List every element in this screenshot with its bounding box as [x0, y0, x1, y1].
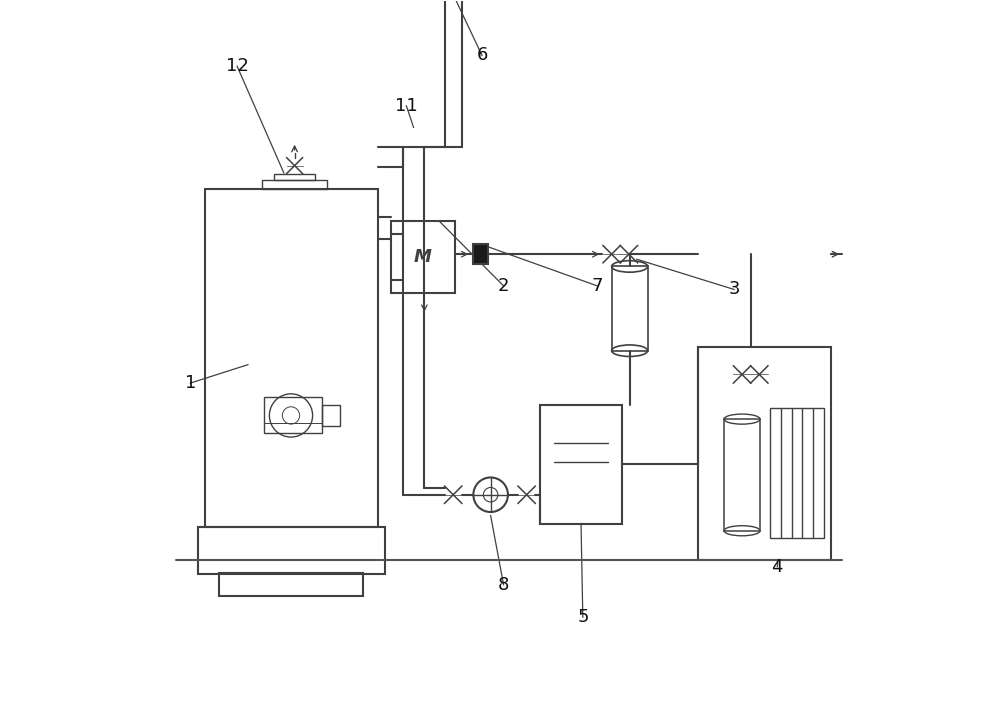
Bar [322, 405, 340, 427]
Bar [198, 527, 385, 574]
Bar [274, 174, 315, 180]
Bar [540, 405, 622, 523]
Text: 2: 2 [498, 277, 509, 295]
Bar [698, 347, 831, 560]
Text: 4: 4 [772, 557, 783, 576]
Bar [770, 408, 824, 538]
Text: 12: 12 [226, 57, 249, 75]
Bar [262, 180, 327, 189]
Text: 1: 1 [185, 374, 196, 392]
Text: 8: 8 [498, 576, 509, 594]
Text: 7: 7 [591, 277, 603, 295]
Bar [205, 189, 378, 527]
Text: 11: 11 [395, 97, 418, 115]
Bar [391, 221, 455, 293]
Bar [264, 398, 322, 434]
Text: 5: 5 [577, 608, 589, 626]
Text: M: M [414, 248, 432, 266]
Bar [219, 573, 363, 596]
Bar [612, 267, 648, 351]
Text: 3: 3 [728, 281, 740, 299]
Text: 6: 6 [476, 46, 488, 64]
Bar [473, 244, 488, 265]
Bar [724, 419, 760, 531]
